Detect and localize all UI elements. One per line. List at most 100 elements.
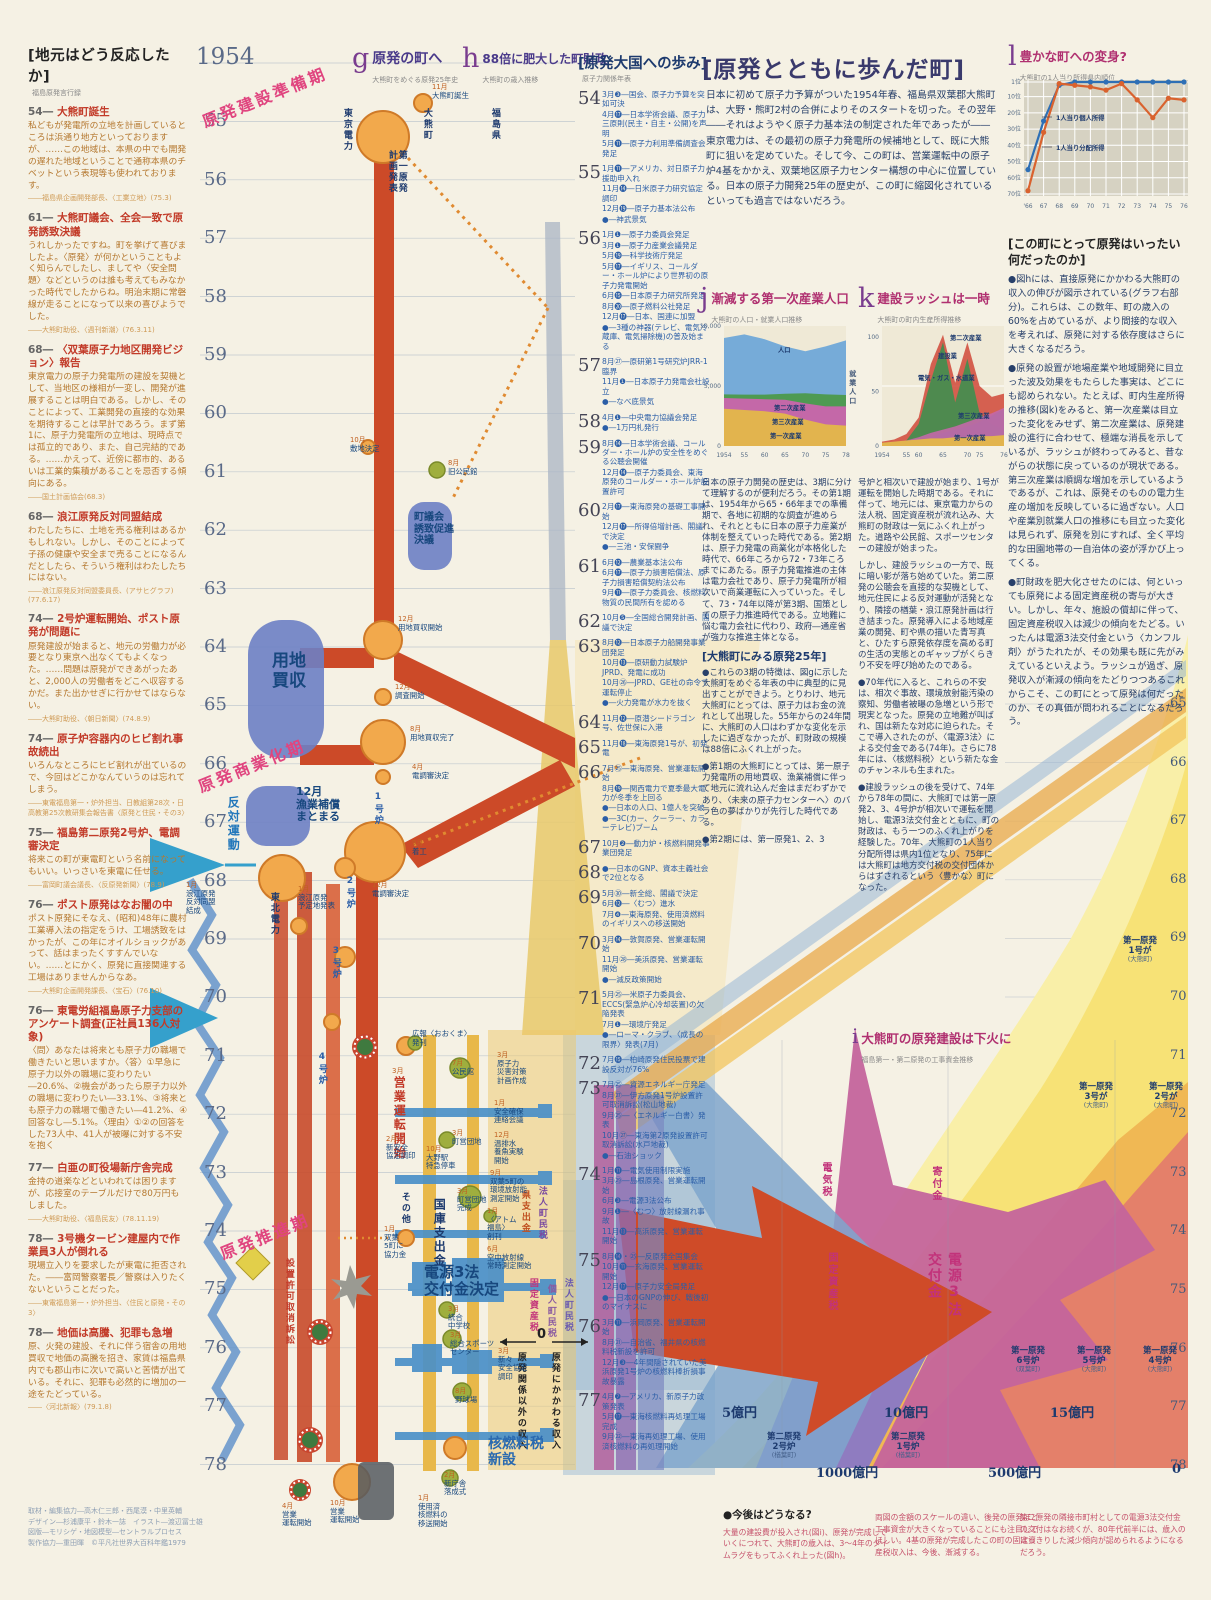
svg-text:10位: 10位 [1007,93,1021,101]
svg-text:71: 71 [1102,203,1110,210]
chronology-year-group: 63 8月⓬―日本原子力船開発事業団発足 10月⓭―原研動力試験炉JPRD、発電に成… [578,636,709,708]
chart-subtitle: 大熊町の人口・就業人口推移 [711,316,803,324]
quote-entry: 74― 2号炉運転開始、ポスト原発が問題に 原発建設が始まると、地元の労働力が必要と… [28,613,186,723]
svg-text:69: 69 [1071,203,1079,210]
svg-text:70: 70 [1087,203,1095,210]
section-letter: g [352,43,370,74]
section-letter: h [462,43,480,74]
chronology-year-group: 64 11月⓬―原潜シードラゴン号、佐世保に入港 [578,711,696,733]
svg-text:60: 60 [915,452,923,459]
chronology-year-group: 65 11月⓲―東海原発1号が、初発電 [578,736,708,758]
section-subtitle: 大熊町の歳入推移 [482,76,539,84]
page-title: [原発とともに歩んだ町] [702,57,966,83]
svg-text:70: 70 [802,452,810,459]
chronology-heading: [原発大国への歩み] [578,56,708,72]
left-column-heading: [地元はどう反応したか] [28,48,171,85]
chronology-year-group: 54 3月❸―国会、原子力予算を突如可決 4月⓱―日本学術会議、原子力三原則(民主・… [578,88,707,158]
svg-text:人口: 人口 [778,346,791,354]
quote-entry: 76― ポスト原発はなお闇の中 ポスト原発にそなえ、(昭和)48年に農村工業導入法の… [28,898,187,995]
essay-paragraph: ●図hには、直接原発にかかわる大熊町の収入の伸びが図示されている(グラフ右部分)… [1008,274,1185,356]
svg-text:50: 50 [871,388,879,395]
article-paragraph: ●第1期の大熊町にとっては、第一原子力発電所の用地買収、漁業補償に伴って地元に流… [702,762,851,828]
article-paragraph: ●第2期には、第一原発1、2、3 [702,834,825,845]
section-letter: i [852,1024,859,1048]
chronology-year-group: 67 10月❷―動力炉・核燃料開発事業団発足 [578,836,710,858]
section-g-header: g 原発の町へ 大熊町をめぐる原発25年史 [352,43,458,86]
quote-entry: 54― 大熊町誕生 私どもが発電所の立地を計画しているところは浜通り地方といっており… [28,106,187,203]
svg-text:40位: 40位 [1007,141,1021,149]
svg-text:50位: 50位 [1007,158,1021,166]
svg-text:0: 0 [875,443,879,450]
svg-text:70: 70 [964,452,972,459]
right-essay-column: [この町にとって原発はいったい何だったのか] ●図hには、直接原発にかかわる大熊… [1008,236,1186,734]
chronology-year-group: 57 8月㉗―原研第1号研究炉JRR-1臨界 11月❶―日本原子力発電会社設立 ●―な… [578,355,710,407]
svg-text:30位: 30位 [1007,125,1021,133]
quote-entry: 61― 大熊町議会、全会一致で原発誘致決議 うれしかったですね。町を挙げて喜びました… [28,212,187,334]
chronology-year-group: 74 1月⓫―電気使用制限実施 3月㉙―島根原発、営業運転開始 6月❸―電源3法公布 9… [578,1163,706,1246]
svg-text:75: 75 [976,452,984,459]
quote-entry: 77― 白亜の町役場新庁舎完成 金持の道楽などといわれては困りますが、応接室のテーブ… [28,1162,180,1223]
article-paragraph: ●建設ラッシュの後を受けて、74年から78年の間に、大熊町では第一原発2、3、4… [858,783,1000,893]
chart-subtitle: 大熊町の1人当り所得県内順位 [1019,74,1116,82]
chart-title: 豊かな町への変身? [1019,49,1127,64]
svg-text:10,000: 10,000 [700,323,721,330]
chronology-year-group: 71 5月㉕―米原子力委員会、ECCS(緊急炉心冷却装置)の欠陥発表 7月❶―環境庁… [578,988,705,1049]
industry-income-area-chart: 100 50 0 1954 55 60 65 70 75 76 第二次産業建設業電気・ガス・水道業第… [868,326,1008,459]
section-j-header: j 漸減する第一次産業人口 大熊町の人口・就業人口推移 [700,285,849,326]
quote-entry: 78― 地価は高騰、犯罪も急増 原、火発の建設、それに伴う宿舎の用地買収で地価の高騰… [28,1326,187,1412]
svg-text:第二次産業: 第二次産業 [950,333,982,342]
nuclear-nation-chronology: [原発大国への歩み] 原子力関係年表 54 3月❸―国会、原子力予算を突如可決 4月… [578,52,710,1452]
svg-text:78: 78 [842,452,850,459]
svg-text:75: 75 [822,452,830,459]
article-paragraph: ●これらの3期の特徴は、図gに示した大熊町をめぐる年表の中に典型的に見出すことが… [702,668,851,756]
intro-paragraph: 日本に初めて原子力予算がついた1954年春、福島県双葉郡大熊町は、大野・熊町2村… [706,90,997,208]
svg-text:55: 55 [741,452,749,459]
svg-text:76: 76 [1000,452,1008,459]
article-column-a: 日本の原子力開発の歴史は、3期に分けて理解するのが便利だろう。その第1期は、19… [702,478,852,1038]
svg-text:68: 68 [1055,203,1063,210]
quote-entry: 68― 〈双葉原子力地区開発ビジョン〉報告 東京電力の原子力発電所の建設を契機として… [28,343,187,501]
chart-title: 漸減する第一次産業人口 [711,291,849,306]
essay-paragraph: ●原発の設置が地場産業や地域開発に目立った波及効果をもたらした事実は、どこにも認… [1008,363,1185,570]
article-paragraph: しかし、建設ラッシュの一方で、既に暗い影が落ち始めていた。第二原発の公聴会を直接… [858,561,995,671]
svg-text:60位: 60位 [1007,174,1021,182]
svg-text:76: 76 [1180,203,1188,210]
chronology-year-group: 66 7月㉕―東海原発、営業運転開始 8月⓳―関西電力で夏季最大電力が冬季を上回る ●… [578,761,706,833]
svg-text:'66: '66 [1023,203,1032,210]
section-title: 88倍に肥大した町財政 [482,52,608,66]
svg-text:電気・ガス・水道業: 電気・ガス・水道業 [918,373,975,382]
chronology-year-group: 56 1月❶―原子力委員会発足 3月❶―原子力産業会議発足 5月⓳―科学技術庁発足 5月… [578,228,709,351]
chronology-year-group: 61 6月⓬―農業基本法公布 6月⓱―原子力損害賠償法、原子力損害賠償契約法公布 9月… [578,555,706,607]
section-title: 原発の町へ [372,51,443,67]
quote-entry-list: 54― 大熊町誕生 私どもが発電所の立地を計画しているところは浜通り地方といっており… [28,106,188,1412]
chronology-year-group: 58 4月❶―中央電力協議会発足 ●―1万円札発行 [578,410,698,433]
svg-text:55: 55 [903,452,911,459]
chronology-subheading: 原子力関係年表 [582,75,631,83]
svg-text:5,000: 5,000 [704,383,721,390]
svg-text:第二次産業: 第二次産業 [774,403,806,412]
quote-entry: 74― 原子炉容器内のヒビ割れ事故続出 いろんなところにヒビ割れが出ているので、今回… [28,732,188,817]
section-letter: k [858,283,875,314]
svg-text:第一次産業: 第一次産業 [770,431,802,440]
quote-entry: 76― 東電労組福島原子力支部のアンケート調査(正社員136人対象) 〈問〉あなたは… [28,1005,187,1152]
section-k-header: k 建設ラッシュは一時 大熊町の町内生産所得推移 [858,283,990,326]
svg-text:建設業: 建設業 [937,351,958,360]
left-column-subheading: 福島原発言行録 [32,89,81,97]
svg-text:65: 65 [781,452,789,459]
chronology-year-group: 75 8月⓮・㉕―反原発全国集会 10月⓫―玄海原発、営業運転開始 12月⓱―原子力安… [578,1249,709,1312]
section-h-header: h 88倍に肥大した町財政 大熊町の歳入推移 [462,43,608,86]
svg-text:20位: 20位 [1007,109,1021,117]
article-paragraph: ●70年代に入ると、これらの不安は、相次ぐ事故、環境放射能汚染の察知、労働者被曝… [858,677,999,777]
chronology-year-group: 77 4月❼―アメリカ、新原子力政策発表 5月⓱―東海核燃料再処理工場完成 9月㉒―東… [578,1390,706,1451]
svg-text:67: 67 [1040,203,1048,210]
svg-text:60: 60 [761,452,769,459]
pinwheel-icon [289,1034,378,1501]
essay-heading: [この町にとって原発はいったい何だったのか] [1008,237,1181,268]
local-reaction-column: [地元はどう反応したか] 福島原発言行録 54― 大熊町誕生 私どもが発電所の立地を… [28,44,188,1502]
chronology-year-group: 73 7月㉕―資源エネルギー庁発足 8月㉗―伊方原発1号炉設置許可取消訴訟(松山地裁… [578,1078,708,1160]
article-paragraph: 日本の原子力開発の歴史は、3期に分けて理解するのが便利だろう。その第1期は、19… [702,478,852,643]
chronology-year-group: 69 5月㉚―新全総、閣議で決定 6月⓬―〈むつ〉進水 7月❹―東海原発、使用済燃料の… [578,886,705,929]
quote-entry: 78― 3号機タービン建屋内で作業員3人が倒れる 現場立入りを要求したが東電に拒否さ… [28,1233,187,1317]
